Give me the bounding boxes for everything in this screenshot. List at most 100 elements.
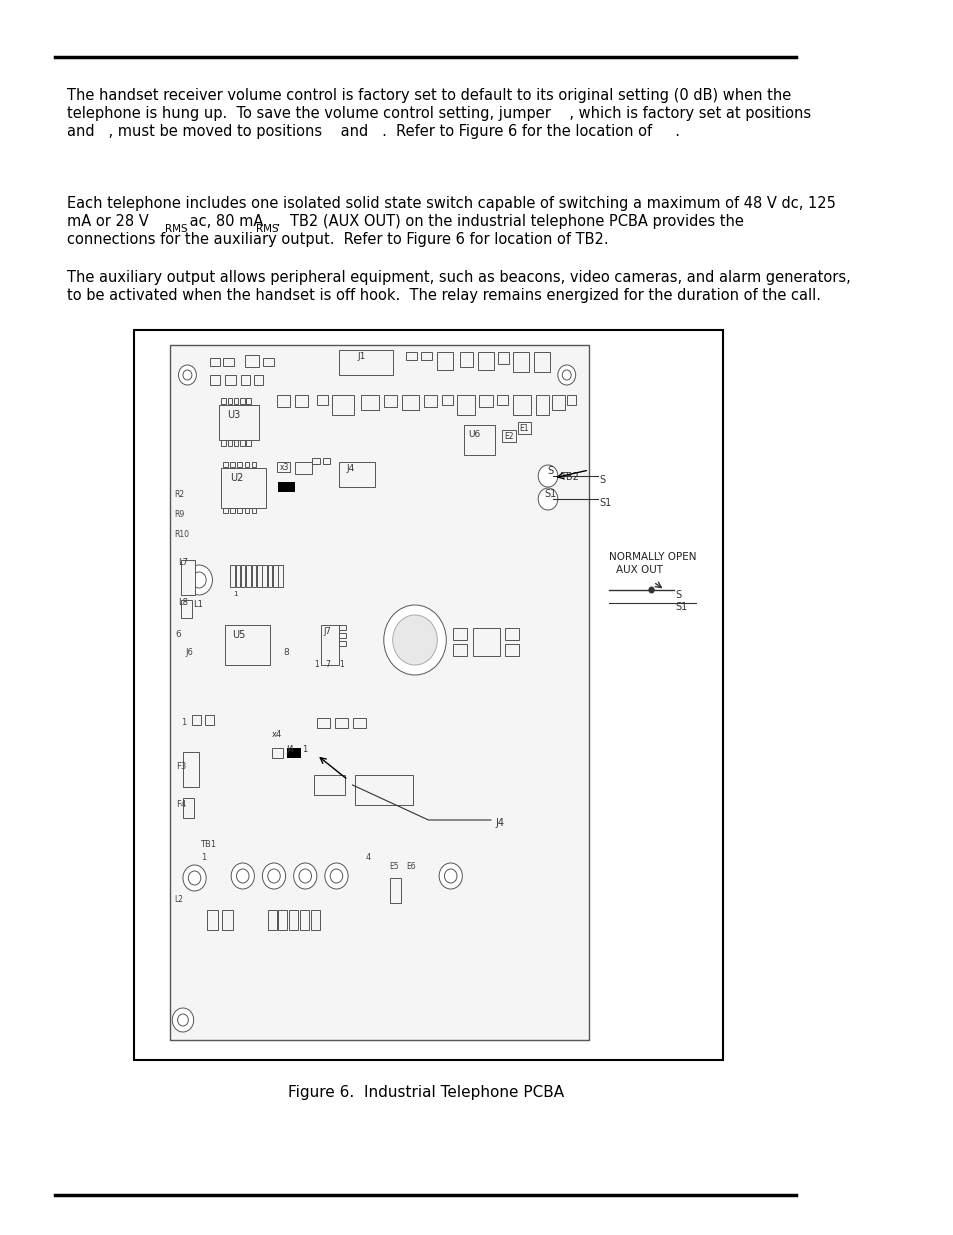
Bar [321, 625, 339, 664]
Text: TB2: TB2 [559, 472, 578, 482]
Bar [207, 910, 217, 930]
Bar [278, 910, 287, 930]
Text: The auxiliary output allows peripheral equipment, such as beacons, video cameras: The auxiliary output allows peripheral e… [67, 270, 850, 285]
Bar [314, 776, 345, 795]
Bar [436, 352, 453, 370]
Bar [299, 910, 309, 930]
Text: connections for the auxiliary output.  Refer to Figure 6 for location of TB2.: connections for the auxiliary output. Re… [67, 232, 608, 247]
Bar [230, 564, 234, 587]
Bar [240, 440, 244, 446]
Bar [339, 350, 393, 375]
Bar [205, 715, 214, 725]
Text: S1: S1 [675, 601, 687, 613]
Bar [316, 395, 327, 405]
Bar [252, 508, 256, 513]
Text: to be activated when the handset is off hook.  The relay remains energized for t: to be activated when the handset is off … [67, 288, 821, 303]
Bar [453, 629, 466, 640]
Bar [170, 345, 588, 1040]
Text: x3: x3 [279, 463, 289, 472]
Bar [355, 776, 413, 805]
Text: J1: J1 [356, 352, 365, 361]
Bar [361, 395, 379, 410]
Text: R2: R2 [173, 490, 184, 499]
Bar [181, 600, 192, 618]
Bar [477, 352, 493, 370]
Bar [478, 395, 492, 408]
Text: R10: R10 [173, 530, 189, 538]
Text: S: S [675, 590, 681, 600]
Circle shape [393, 615, 436, 664]
Bar [533, 352, 549, 372]
Bar [218, 405, 258, 440]
Bar [473, 629, 499, 656]
Bar [339, 641, 346, 646]
Bar [401, 395, 419, 410]
Bar [192, 715, 201, 725]
Bar [463, 425, 495, 454]
Text: RMS: RMS [256, 224, 278, 233]
Bar [241, 375, 250, 385]
Bar [262, 564, 267, 587]
Circle shape [177, 1014, 188, 1026]
Text: U3: U3 [228, 410, 240, 420]
Bar [246, 564, 251, 587]
Bar [240, 398, 244, 404]
Text: AUX OUT: AUX OUT [616, 564, 662, 576]
Bar [230, 462, 234, 467]
Text: 1: 1 [339, 659, 343, 669]
Text: J4: J4 [495, 818, 504, 827]
Bar [294, 462, 312, 474]
Text: TB1: TB1 [200, 840, 215, 848]
Text: 6: 6 [175, 630, 181, 638]
Text: J6: J6 [186, 648, 193, 657]
Bar [246, 398, 251, 404]
Text: U6: U6 [468, 430, 480, 438]
Text: and   , must be moved to positions    and   .  Refer to Figure 6 for the locatio: and , must be moved to positions and . R… [67, 124, 679, 140]
Circle shape [537, 488, 558, 510]
Bar [241, 564, 245, 587]
Circle shape [183, 864, 206, 890]
Bar [228, 398, 232, 404]
Bar [339, 634, 346, 638]
Text: S1: S1 [599, 498, 612, 508]
Text: L1: L1 [193, 600, 202, 609]
Text: U2: U2 [230, 473, 243, 483]
Text: 1: 1 [181, 718, 186, 727]
Bar [513, 395, 531, 415]
Circle shape [172, 1008, 193, 1032]
Circle shape [444, 869, 456, 883]
Bar [221, 398, 226, 404]
Text: mA or 28 V: mA or 28 V [67, 214, 149, 228]
Circle shape [231, 863, 254, 889]
Bar [246, 440, 251, 446]
Text: Figure 6.  Industrial Telephone PCBA: Figure 6. Industrial Telephone PCBA [288, 1086, 563, 1100]
Text: E6: E6 [406, 862, 416, 871]
Bar [221, 440, 226, 446]
Bar [276, 462, 290, 472]
Text: L7: L7 [178, 558, 189, 567]
Circle shape [183, 370, 192, 380]
Text: ac, 80 mA: ac, 80 mA [185, 214, 263, 228]
Bar [497, 395, 507, 405]
Circle shape [330, 869, 342, 883]
Bar [233, 398, 238, 404]
Bar [459, 352, 473, 367]
Circle shape [236, 869, 249, 883]
Text: S: S [599, 475, 605, 485]
Bar [276, 395, 290, 408]
Text: E5: E5 [389, 862, 398, 871]
Bar [221, 468, 266, 508]
Bar [223, 508, 228, 513]
Bar [316, 718, 330, 727]
Bar [513, 352, 529, 372]
Text: S: S [547, 466, 553, 475]
Circle shape [298, 869, 312, 883]
Circle shape [648, 587, 654, 593]
Bar [335, 718, 348, 727]
Bar [278, 482, 294, 492]
Bar [272, 748, 283, 758]
Text: F4: F4 [175, 800, 186, 809]
Circle shape [188, 871, 201, 885]
Text: .  TB2 (AUX OUT) on the industrial telephone PCBA provides the: . TB2 (AUX OUT) on the industrial teleph… [275, 214, 743, 228]
Bar [505, 629, 518, 640]
